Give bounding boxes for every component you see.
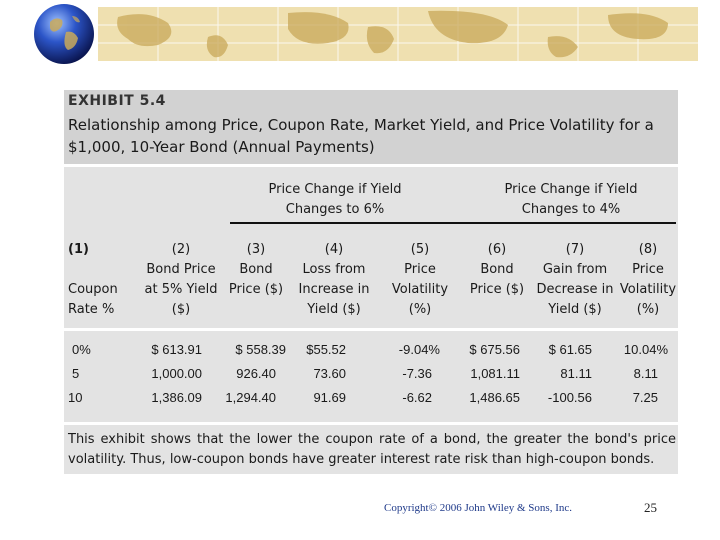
col-header-5: (5) Price Volatility (%) — [384, 240, 456, 320]
table-cell: 10 — [68, 390, 83, 405]
col-header-7: (7) Gain from Decrease in Yield ($) — [534, 240, 616, 320]
col-num: (5) — [410, 242, 430, 257]
divider — [64, 328, 678, 331]
table-cell: 7.25 — [632, 390, 658, 405]
group-underline-4pct — [466, 222, 676, 224]
copyright-text: Copyright© 2006 John Wiley & Sons, Inc. — [384, 502, 572, 514]
table-cell: -9.04% — [398, 342, 440, 357]
world-map-banner — [98, 7, 698, 61]
col-label: Price Volatility (%) — [619, 262, 677, 317]
table-cell: -7.36 — [402, 366, 432, 381]
table-cell: 73.60 — [313, 366, 346, 381]
col-num: (1) — [68, 242, 89, 257]
col-label: Bond Price at 5% Yield ($) — [144, 262, 218, 317]
group-underline-6pct — [230, 222, 466, 224]
col-header-2: (2) Bond Price at 5% Yield ($) — [140, 240, 222, 320]
page-number: 25 — [644, 500, 657, 515]
table-cell: $ 675.56 — [469, 342, 520, 357]
table-cell: 1,294.40 — [225, 390, 276, 405]
table-cell: $ 61.65 — [548, 342, 592, 357]
table-cell: $ 613.91 — [151, 342, 202, 357]
exhibit-note: This exhibit shows that the lower the co… — [68, 432, 676, 467]
col-label: Gain from Decrease in Yield ($) — [536, 262, 614, 317]
table-cell: 926.40 — [236, 366, 276, 381]
col-label: Bond Price ($) — [228, 262, 284, 297]
table-cell: -6.62 — [402, 390, 432, 405]
table-cell: 1,081.11 — [470, 366, 520, 381]
exhibit-title: Relationship among Price, Coupon Rate, M… — [68, 116, 654, 156]
table-cell: 1,386.09 — [151, 390, 202, 405]
col-label: Bond Price ($) — [469, 262, 525, 297]
table-cell: 8.11 — [633, 366, 658, 381]
table-cell: $55.52 — [306, 342, 346, 357]
col-header-1: (1) Coupon Rate % — [68, 240, 138, 320]
col-num: (4) — [324, 242, 344, 257]
col-num: (6) — [487, 242, 507, 257]
col-header-6: (6) Bond Price ($) — [464, 240, 530, 300]
exhibit-panel: EXHIBIT 5.4 Relationship among Price, Co… — [64, 90, 678, 474]
table-cell: -100.56 — [547, 390, 592, 405]
exhibit-label: EXHIBIT 5.4 — [68, 93, 166, 109]
table-cell: 5 — [72, 366, 80, 381]
exhibit-header: EXHIBIT 5.4 Relationship among Price, Co… — [64, 90, 678, 164]
table-cell: 0% — [72, 342, 91, 357]
table-cell: 10.04% — [623, 342, 668, 357]
col-label: Coupon Rate % — [68, 282, 118, 317]
globe-icon — [34, 4, 94, 64]
group-header-4pct: Price Change if Yield Changes to 4% — [504, 182, 638, 217]
col-header-8: (8) Price Volatility (%) — [618, 240, 678, 320]
col-num: (7) — [565, 242, 585, 257]
group-header-6pct: Price Change if Yield Changes to 6% — [268, 182, 402, 217]
col-label: Price Volatility (%) — [391, 262, 449, 317]
col-num: (2) — [171, 242, 191, 257]
col-num: (3) — [246, 242, 266, 257]
table-cell: 1,000.00 — [151, 366, 202, 381]
table-cell: 81.11 — [560, 366, 592, 381]
col-header-3: (3) Bond Price ($) — [224, 240, 288, 300]
col-header-4: (4) Loss from Increase in Yield ($) — [296, 240, 372, 320]
divider — [64, 422, 678, 425]
col-label: Loss from Increase in Yield ($) — [298, 262, 370, 317]
divider — [64, 164, 678, 167]
table-cell: $ 558.39 — [235, 342, 286, 357]
table-cell: 1,486.65 — [469, 390, 520, 405]
col-num: (8) — [638, 242, 658, 257]
table-cell: 91.69 — [313, 390, 346, 405]
